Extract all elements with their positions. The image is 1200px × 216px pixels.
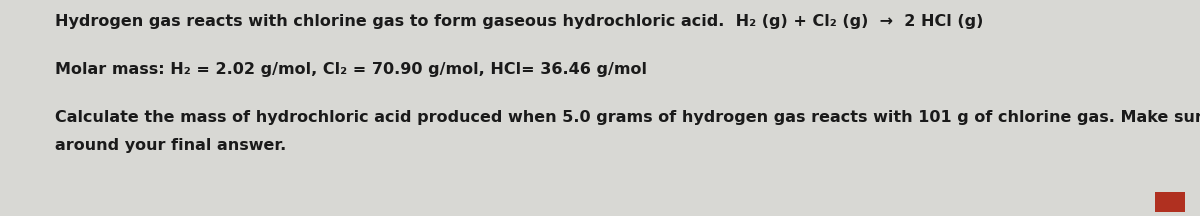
Text: Molar mass: H₂ = 2.02 g/mol, Cl₂ = 70.90 g/mol, HCl= 36.46 g/mol: Molar mass: H₂ = 2.02 g/mol, Cl₂ = 70.90… — [55, 62, 647, 77]
Text: around your final answer.: around your final answer. — [55, 138, 287, 153]
FancyBboxPatch shape — [1154, 192, 1186, 212]
Text: Hydrogen gas reacts with chlorine gas to form gaseous hydrochloric acid.  H₂ (g): Hydrogen gas reacts with chlorine gas to… — [55, 14, 983, 29]
Text: Calculate the mass of hydrochloric acid produced when 5.0 grams of hydrogen gas : Calculate the mass of hydrochloric acid … — [55, 110, 1200, 125]
